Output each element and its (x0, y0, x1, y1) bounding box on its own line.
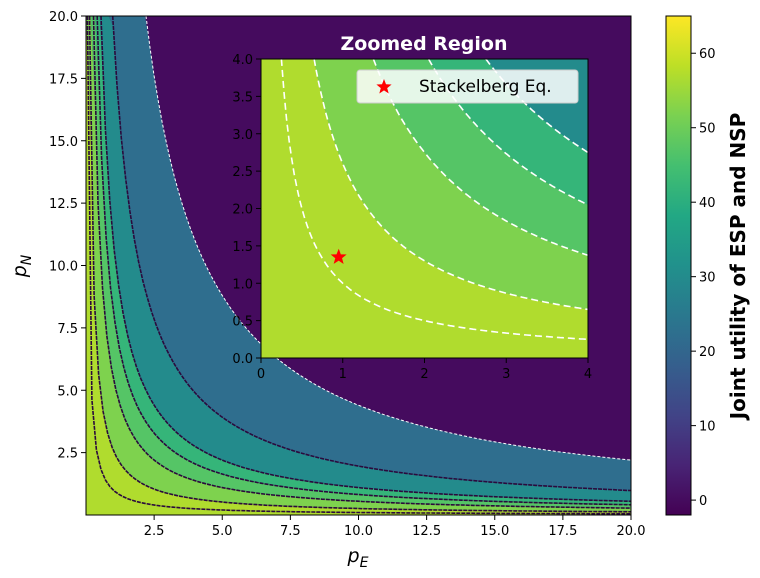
inset-x-tick-label: 1 (339, 367, 347, 382)
main-y-tick-label: 10.0 (49, 260, 78, 275)
inset-y-tick-label: 4.0 (232, 53, 253, 68)
main-boundary-curve (92, 16, 631, 509)
main-x-tick-label: 2.5 (144, 524, 165, 539)
main-x-tick-label: 15.0 (480, 524, 509, 539)
inset-y-tick-label: 2.0 (232, 203, 253, 218)
main-x-tick-label: 12.5 (412, 524, 441, 539)
main-region (86, 16, 631, 491)
main-x-tick-label: 17.5 (548, 524, 577, 539)
inset-x-ticks: 0 1 2 3 4 (257, 358, 592, 382)
colorbar-tick-label: 20 (699, 345, 716, 360)
colorbar-tick-label: 50 (699, 122, 716, 137)
inset-boundary-curve (280, 59, 588, 341)
legend-label: Stackelberg Eq. (419, 77, 552, 97)
legend-star-marker (376, 79, 392, 94)
inset-boundary-curve (372, 59, 588, 256)
main-x-tick-label: 5.0 (212, 524, 233, 539)
main-boundary-curve (111, 16, 631, 492)
inset-region (261, 59, 588, 256)
main-y-tick-label: 7.5 (57, 322, 78, 337)
inset-y-tick-label: 0.5 (232, 315, 253, 330)
colorbar-tick-label: 60 (699, 47, 716, 62)
main-y-tick-label: 20.0 (49, 10, 78, 25)
inset-x-tick-label: 3 (502, 367, 510, 382)
main-y-tick-label: 12.5 (49, 197, 78, 212)
main-boundary-curves (86, 16, 631, 515)
inset-x-tick-label: 0 (257, 367, 265, 382)
colorbar-tick-label: 10 (699, 420, 716, 435)
legend-box (356, 69, 579, 104)
inset-y-tick-label: 1.0 (232, 277, 253, 292)
inset-legend: Stackelberg Eq. (356, 69, 579, 104)
main-y-axis-label: pN (9, 254, 35, 278)
main-boundary-curve (96, 16, 631, 506)
main-y-tick-label: 5.0 (57, 384, 78, 399)
main-x-tick-label: 10.0 (344, 524, 373, 539)
colorbar-tick-label: 40 (699, 196, 716, 211)
inset-heatmap (261, 59, 588, 358)
inset-title: Zoomed Region (341, 33, 508, 55)
inset-y-ticks: 0.0 0.5 1.0 1.5 2.0 2.5 3.0 3.5 4.0 (232, 53, 261, 367)
main-boundary-curve (100, 16, 631, 503)
stackelberg-equilibrium-point (330, 248, 347, 264)
inset-x-tick-label: 2 (420, 367, 428, 382)
main-x-tick-label: 7.5 (280, 524, 301, 539)
inset-y-tick-label: 1.5 (232, 240, 253, 255)
colorbar-label: Joint utility of ESP and NSP (726, 113, 750, 422)
main-boundary-curve (88, 16, 631, 513)
main-y-ticks: 2.5 5.0 7.5 10.0 12.5 15.0 17.5 20.0 (49, 10, 86, 462)
main-region (86, 16, 631, 512)
main-y-tick-label: 15.0 (49, 135, 78, 150)
inset-boundary-curve (313, 59, 588, 311)
main-x-tick-label: 20.0 (617, 524, 646, 539)
colorbar-tick-label: 0 (699, 494, 707, 509)
colorbar (665, 15, 692, 516)
inset-region (261, 59, 588, 310)
main-y-tick-label: 17.5 (49, 72, 78, 87)
stackelberg-star-marker (330, 248, 347, 264)
inset-y-tick-label: 3.0 (232, 128, 253, 143)
inset-x-tick-label: 4 (584, 367, 592, 382)
inset-y-tick-label: 2.5 (232, 165, 253, 180)
inset-y-tick-label: 3.5 (232, 90, 253, 105)
main-boundary-curve (145, 16, 631, 461)
main-x-ticks: 2.5 5.0 7.5 10.0 12.5 15.0 17.5 20.0 (144, 515, 646, 539)
colorbar-tick-label: 30 (699, 271, 716, 286)
main-x-axis-label: pE (347, 545, 369, 571)
main-y-tick-label: 2.5 (57, 447, 78, 462)
inset-y-tick-label: 0.0 (232, 352, 253, 367)
colorbar-ticks: 0 10 20 30 40 50 60 (691, 47, 716, 509)
main-boundary-curve (86, 16, 631, 515)
legend-star-icon (376, 79, 392, 94)
